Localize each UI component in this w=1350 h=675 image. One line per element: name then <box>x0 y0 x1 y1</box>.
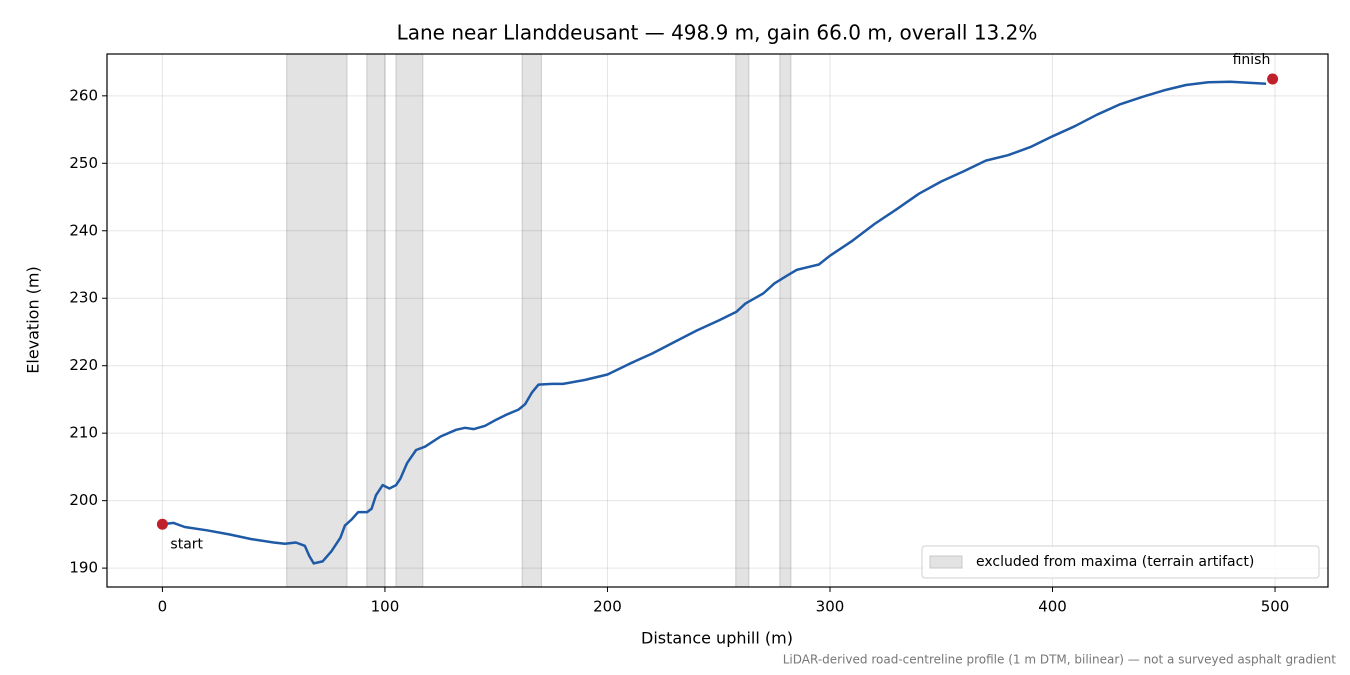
y-tick-label: 200 <box>69 491 98 509</box>
y-tick-label: 210 <box>69 424 98 442</box>
marker-label: finish <box>1233 52 1271 68</box>
x-axis-label: Distance uphill (m) <box>641 629 793 648</box>
marker-dot <box>156 518 168 530</box>
elevation-line <box>162 80 1267 565</box>
x-tick-label: 300 <box>816 598 845 616</box>
x-tick-label: 100 <box>371 598 400 616</box>
y-tick-label: 230 <box>69 289 98 307</box>
chart-title: Lane near Llanddeusant — 498.9 m, gain 6… <box>397 21 1038 45</box>
x-tick-label: 0 <box>158 598 168 616</box>
x-tick-label: 400 <box>1038 598 1067 616</box>
legend-label: excluded from maxima (terrain artifact) <box>976 554 1254 570</box>
y-tick-label: 190 <box>69 559 98 577</box>
legend-swatch <box>929 555 963 569</box>
x-tick-label: 500 <box>1261 598 1290 616</box>
y-tick-label: 220 <box>69 356 98 374</box>
y-tick-label: 250 <box>69 154 98 172</box>
legend-box <box>921 545 1320 579</box>
excluded-band <box>735 53 750 588</box>
y-tick-label: 260 <box>69 86 98 104</box>
excluded-band <box>395 53 424 588</box>
marker-dot <box>1267 73 1279 85</box>
plot-frame <box>106 53 1329 588</box>
y-axis-label: Elevation (m) <box>24 266 43 373</box>
y-tick-label: 240 <box>69 221 98 239</box>
excluded-band <box>286 53 348 588</box>
excluded-band <box>779 53 792 588</box>
excluded-band <box>521 53 542 588</box>
excluded-band <box>366 53 386 588</box>
x-tick-label: 200 <box>593 598 622 616</box>
marker-label: start <box>170 536 203 552</box>
legend: excluded from maxima (terrain artifact) <box>921 545 1320 579</box>
footnote: LiDAR-derived road-centreline profile (1… <box>783 653 1337 667</box>
